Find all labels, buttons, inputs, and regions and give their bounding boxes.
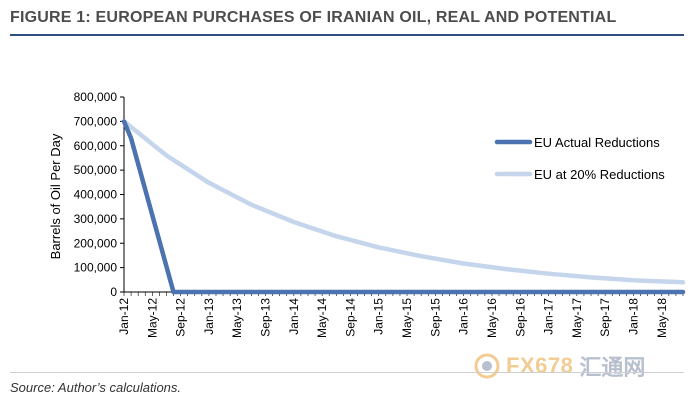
x-tick-label: May-18 [655, 298, 669, 338]
watermark-cn-text: 汇通网 [579, 356, 646, 381]
x-tick-label: Jan-18 [626, 298, 640, 335]
source-note: Source: Author’s calculations. [10, 380, 182, 395]
chart-axes: 0 100,000 200,000 300,000 400,000 500,000 600,… [48, 90, 684, 338]
x-tick-label: May-17 [570, 298, 584, 338]
x-tick-label: Jan-12 [117, 298, 131, 335]
watermark-text: FX678 [506, 353, 574, 378]
x-tick-label: Jan-15 [372, 298, 386, 335]
watermark: FX678 汇通网 [474, 352, 646, 381]
x-tick-label: May-12 [145, 298, 159, 338]
y-tick-label: 0 [110, 285, 117, 299]
x-tick-label: May-14 [315, 298, 329, 338]
y-tick-label: 700,000 [74, 114, 118, 128]
x-tick-label: Sep-14 [343, 298, 357, 337]
y-tick-label: 400,000 [74, 188, 118, 202]
x-tick-label: May-16 [485, 298, 499, 338]
x-tick-label: Sep-16 [513, 298, 527, 337]
y-tick-label: 500,000 [74, 163, 118, 177]
x-tick-label: May-13 [230, 298, 244, 338]
line-chart: 0 100,000 200,000 300,000 400,000 500,000 600,… [48, 90, 686, 338]
legend-label: EU Actual Reductions [534, 135, 660, 150]
x-tick-label: Jan-17 [542, 298, 556, 335]
series-line-eu-20pct-reductions [121, 119, 686, 285]
x-tick-label: Jan-14 [287, 298, 301, 335]
title-rule [10, 34, 684, 36]
y-tick-label: 800,000 [74, 90, 118, 104]
x-tick-label: Jan-13 [202, 298, 216, 335]
chart-legend: EU Actual Reductions EU at 20% Reductions [494, 135, 665, 182]
x-tick-label: Sep-13 [259, 298, 273, 337]
fx678-logo-icon [474, 353, 500, 379]
legend-label: EU at 20% Reductions [534, 167, 665, 182]
y-tick-label: 200,000 [74, 236, 118, 250]
chart-series [121, 119, 686, 295]
x-tick-label: Jan-16 [457, 298, 471, 335]
y-axis-title: Barrels of Oil Per Day [48, 133, 63, 259]
y-tick-label: 300,000 [74, 212, 118, 226]
y-tick-label: 600,000 [74, 139, 118, 153]
chart-title: FIGURE 1: EUROPEAN PURCHASES OF IRANIAN … [10, 9, 617, 26]
x-tick-label: Sep-15 [428, 298, 442, 337]
y-tick-label: 100,000 [74, 261, 118, 275]
x-tick-label: May-15 [400, 298, 414, 338]
footer-rule [10, 372, 684, 373]
x-tick-label: Sep-12 [174, 298, 188, 337]
series-line-eu-actual-reductions [121, 119, 686, 295]
x-tick-label: Sep-17 [598, 298, 612, 337]
